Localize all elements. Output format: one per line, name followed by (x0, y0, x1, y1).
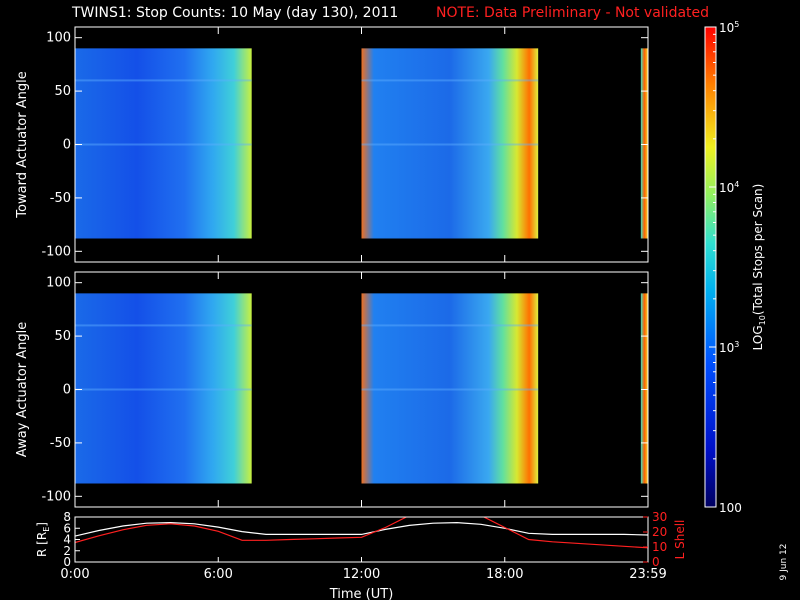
toward-data-block-1 (75, 48, 252, 239)
toward-ytick-label: 50 (54, 84, 71, 99)
date-stamp: 9 Jun 12 (779, 544, 789, 581)
away-ytick-label: -50 (50, 436, 71, 451)
xtick-label: 6:00 (204, 567, 233, 582)
orbit-left-ytick-label: 0 (63, 555, 71, 569)
toward-angle-stripe (75, 79, 252, 82)
orbit-plot-frame (74, 516, 649, 563)
orbit-left-ytick-label: 2 (63, 544, 71, 558)
toward-ytick-label: -100 (41, 244, 71, 259)
toward-angle-stripe (75, 143, 252, 146)
xtick-label: 12:00 (343, 567, 380, 582)
orbit-right-ylabel: L Shell (673, 520, 687, 560)
orbit-right-ytick-label: 20 (652, 525, 667, 539)
chart-title: TWINS1: Stop Counts: 10 May (day 130), 2… (72, 5, 399, 21)
toward-data-block-2 (361, 48, 539, 239)
toward-ytick-label: 100 (46, 31, 71, 46)
away-ytick-label: -100 (41, 489, 71, 504)
chart-note: NOTE: Data Preliminary - Not validated (436, 5, 710, 21)
toward-ytick-label: -50 (50, 191, 71, 206)
orbit-radius-line (75, 521, 648, 537)
orbit-left-ytick-label: 4 (63, 533, 71, 547)
orbit-right-ytick-label: 0 (652, 555, 660, 569)
away-angle-stripe (75, 388, 252, 391)
toward-data-block-3 (640, 48, 648, 239)
orbit-left-ytick-label: 6 (63, 521, 71, 535)
away-ytick-label: 100 (46, 276, 71, 291)
x-axis-label: Time (UT) (329, 587, 394, 600)
xtick-label: 0:00 (60, 567, 89, 582)
toward-ytick-label: 0 (63, 138, 71, 153)
l-shell-line (75, 517, 648, 549)
away-ytick-label: 0 (63, 383, 71, 398)
orbit-right-ytick-label: 10 (652, 540, 667, 554)
away-angle-stripe (75, 324, 252, 327)
colorbar-label: LOG10(Total Stops per Scan) (751, 184, 767, 351)
away-data-block-1 (75, 293, 252, 484)
orbit-left-ylabel: R [RE] (35, 522, 51, 557)
away-data-block-2 (361, 293, 539, 484)
xtick-label: 23:59 (629, 567, 666, 582)
away-data-block-3 (640, 293, 648, 484)
away-angle-stripe (361, 324, 539, 327)
colorbar-tick-label: 100 (719, 501, 742, 515)
toward-ylabel: Toward Actuator Angle (15, 71, 30, 218)
colorbar (705, 27, 716, 507)
colorbar-tick-label: 104 (719, 180, 739, 195)
orbit-left-ytick-label: 8 (63, 510, 71, 524)
away-ytick-label: 50 (54, 329, 71, 344)
away-angle-stripe (361, 388, 539, 391)
toward-angle-stripe (361, 143, 539, 146)
xtick-label: 18:00 (486, 567, 523, 582)
colorbar-tick-label: 103 (719, 340, 739, 355)
colorbar-tick-label: 105 (719, 20, 739, 35)
away-ylabel: Away Actuator Angle (15, 322, 30, 457)
orbit-right-ytick-label: 30 (652, 510, 667, 524)
toward-angle-stripe (361, 79, 539, 82)
